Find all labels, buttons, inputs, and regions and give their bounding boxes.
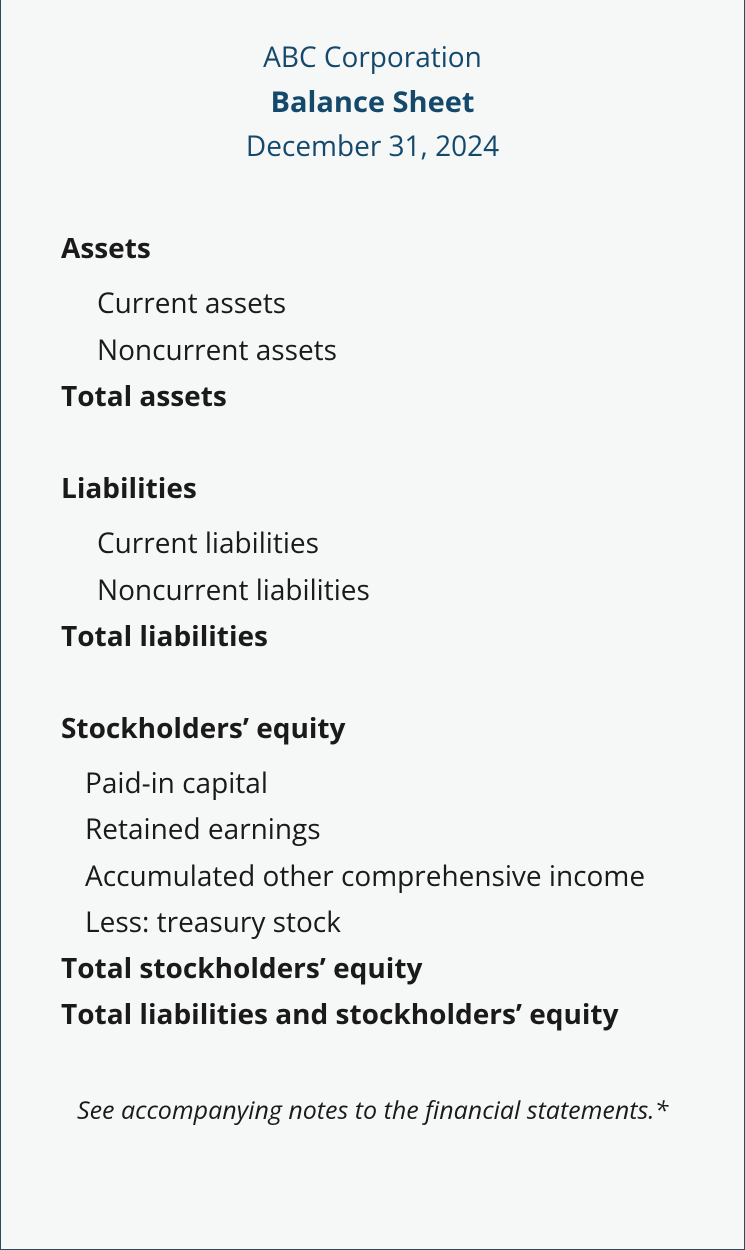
liabilities-total: Total liabilities xyxy=(61,613,684,659)
equity-item: Less: treasury stock xyxy=(61,899,684,945)
liabilities-item: Current liabilities xyxy=(61,520,684,566)
equity-item: Paid-in capital xyxy=(61,760,684,806)
document-date: December 31, 2024 xyxy=(61,127,684,165)
grand-total: Total liabilities and stockholders’ equi… xyxy=(61,991,684,1037)
document-title: Balance Sheet xyxy=(61,82,684,121)
liabilities-item: Noncurrent liabilities xyxy=(61,567,684,613)
equity-section: Stockholders’ equity Paid-in capital Ret… xyxy=(61,707,684,1038)
assets-heading: Assets xyxy=(61,227,684,270)
assets-total: Total assets xyxy=(61,373,684,419)
equity-total: Total stockholders’ equity xyxy=(61,945,684,991)
footnote: See accompanying notes to the financial … xyxy=(61,1093,684,1127)
assets-section: Assets Current assets Noncurrent assets … xyxy=(61,227,684,419)
liabilities-section: Liabilities Current liabilities Noncurre… xyxy=(61,467,684,659)
equity-heading: Stockholders’ equity xyxy=(61,707,684,750)
liabilities-heading: Liabilities xyxy=(61,467,684,510)
equity-item: Retained earnings xyxy=(61,806,684,852)
assets-item: Noncurrent assets xyxy=(61,327,684,373)
company-name: ABC Corporation xyxy=(61,38,684,76)
equity-item: Accumulated other comprehensive income xyxy=(61,853,684,899)
document-header: ABC Corporation Balance Sheet December 3… xyxy=(61,38,684,165)
assets-item: Current assets xyxy=(61,280,684,326)
